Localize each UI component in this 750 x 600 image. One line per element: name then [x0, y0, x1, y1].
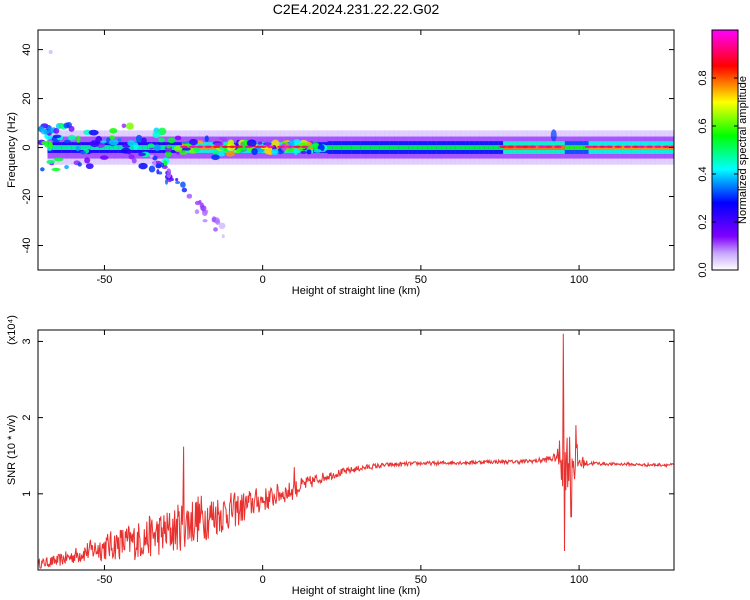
- snr-frame: [37, 329, 675, 571]
- snr-y-scale: (x10⁴): [6, 315, 18, 345]
- colorbar-label: Normalized spectral amplitude: [737, 76, 749, 224]
- y-tick-label: 40: [21, 43, 33, 55]
- spectrogram-x-label: Height of straight line (km): [292, 285, 420, 297]
- spectrogram-frame: [37, 29, 675, 271]
- x-tick-label: 50: [415, 574, 427, 586]
- colorbar-frame: [711, 29, 739, 271]
- snr-series-line: [38, 333, 674, 569]
- spectrogram-panel: -50 0 50 100 -40 -20 0 20 40 Height of straight …: [6, 29, 675, 297]
- colorbar-tick-label: 0.2: [697, 214, 709, 229]
- y-tick-label: 0: [21, 144, 33, 150]
- x-tick-label: 50: [415, 274, 427, 286]
- colorbar-tick-label: 0.8: [697, 70, 709, 85]
- y-tick-label: 1: [21, 491, 33, 497]
- y-tick-label: 3: [21, 338, 33, 344]
- y-tick-label: -20: [21, 189, 33, 205]
- snr-y-label: SNR (10 * v/v): [6, 415, 18, 485]
- x-tick-label: -50: [96, 274, 112, 286]
- snr-panel: -50 0 50 100 1 2 3 Height of straight line (km…: [6, 315, 675, 597]
- x-tick-label: -50: [96, 574, 112, 586]
- spectrogram-y-label: Frequency (Hz): [6, 112, 18, 188]
- x-tick-label: 0: [260, 574, 266, 586]
- colorbar-tick-label: 0.4: [697, 166, 709, 181]
- chart-title: C2E4.2024.231.22.22.G02: [273, 1, 440, 17]
- spectrogram-heatmap: [38, 50, 674, 239]
- snr-x-label: Height of straight line (km): [292, 585, 420, 597]
- x-tick-label: 100: [570, 274, 588, 286]
- colorbar-tick-label: 0.6: [697, 118, 709, 133]
- colorbar: 0.0 0.2 0.4 0.6 0.8 Normalized spectral ampl…: [697, 29, 749, 278]
- y-tick-label: 20: [21, 92, 33, 104]
- y-tick-label: 2: [21, 415, 33, 421]
- y-tick-label: -40: [21, 238, 33, 254]
- colorbar-gradient: [712, 30, 738, 270]
- colorbar-tick-label: 0.0: [697, 262, 709, 277]
- x-tick-label: 100: [570, 574, 588, 586]
- x-tick-label: 0: [260, 274, 266, 286]
